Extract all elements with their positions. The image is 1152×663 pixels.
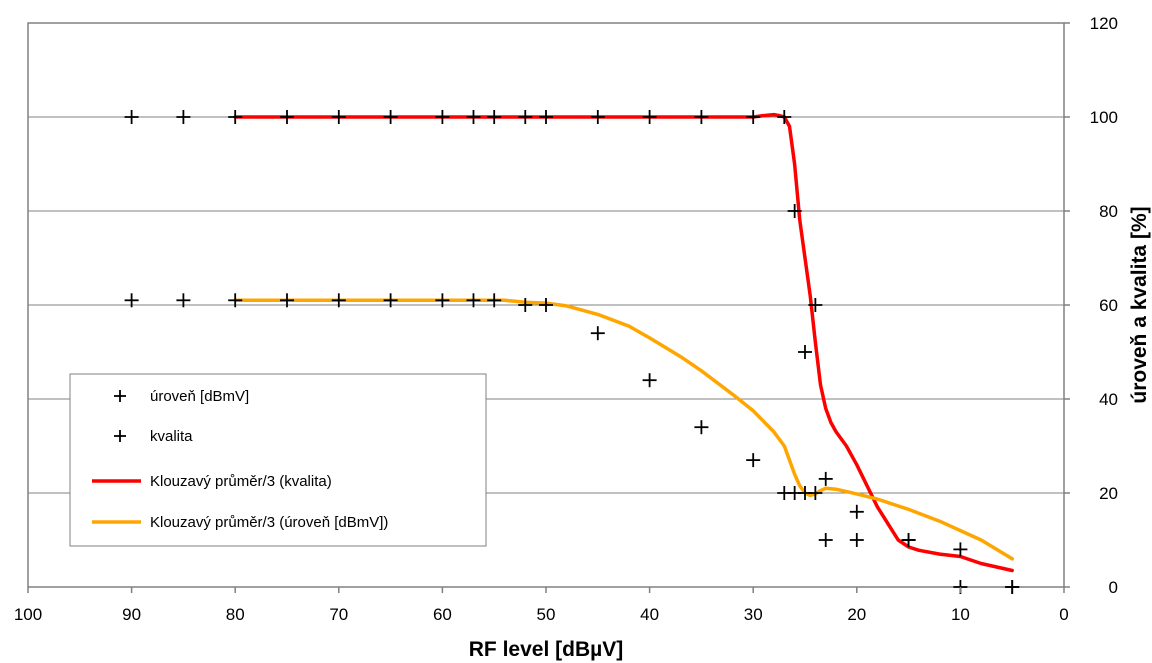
data-point xyxy=(746,453,761,468)
data-point xyxy=(435,293,450,308)
x-tick-label: 70 xyxy=(329,605,348,624)
x-tick-label: 100 xyxy=(14,605,42,624)
data-point xyxy=(798,345,812,359)
legend-box xyxy=(69,373,487,547)
data-point xyxy=(642,373,657,388)
data-point xyxy=(228,293,243,308)
y-tick-label: 60 xyxy=(1099,296,1118,315)
data-point xyxy=(539,110,553,124)
y-tick-label: 0 xyxy=(1109,578,1118,597)
data-point xyxy=(746,110,761,124)
data-point xyxy=(383,110,398,124)
data-point xyxy=(787,204,802,218)
data-point xyxy=(331,293,346,308)
x-axis-title: RF level [dBµV] xyxy=(469,638,623,661)
data-point xyxy=(590,326,605,341)
data-point xyxy=(518,298,533,312)
data-point xyxy=(280,110,294,124)
legend-marker xyxy=(114,390,126,402)
x-tick-label: 30 xyxy=(744,605,763,624)
series-markers xyxy=(124,110,1020,594)
x-tick-label: 40 xyxy=(640,605,659,624)
data-point xyxy=(642,110,657,124)
data-point xyxy=(383,293,398,308)
data-point xyxy=(539,298,553,312)
x-axis-tick-labels: 100 90 80 70 60 50 40 30 20 10 0 xyxy=(14,587,1069,624)
x-tick-label: 20 xyxy=(847,605,866,624)
legend-label: Klouzavý průměr/3 (úroveň [dBmV]) xyxy=(150,514,388,531)
legend-label: úroveň [dBmV] xyxy=(150,388,249,405)
data-point xyxy=(808,486,823,500)
y-tick-label: 120 xyxy=(1090,14,1118,33)
data-point xyxy=(694,110,709,124)
legend-label: kvalita xyxy=(150,428,193,445)
data-point xyxy=(590,110,605,124)
data-point xyxy=(487,293,502,308)
data-point xyxy=(953,542,968,557)
y-tick-label: 80 xyxy=(1099,202,1118,221)
data-point xyxy=(808,298,823,312)
data-point xyxy=(466,110,481,124)
y-tick-label: 20 xyxy=(1099,484,1118,503)
data-point xyxy=(694,420,709,435)
data-point xyxy=(518,110,533,124)
data-point xyxy=(1005,580,1020,594)
x-tick-label: 0 xyxy=(1059,605,1068,624)
data-point xyxy=(901,533,916,547)
data-point xyxy=(466,293,481,308)
y-tick-label: 100 xyxy=(1090,108,1118,127)
y-tick-label: 40 xyxy=(1099,390,1118,409)
data-point xyxy=(124,110,139,124)
x-tick-label: 90 xyxy=(122,605,141,624)
y-axis-title: úroveň a kvalita [%] xyxy=(1128,206,1151,403)
data-point xyxy=(176,293,191,308)
data-point xyxy=(849,504,864,519)
legend: úroveň [dBmV] kvalita Klouzavý průměr/3 (k… xyxy=(69,373,487,547)
data-point xyxy=(849,533,864,547)
legend-marker xyxy=(114,430,126,442)
data-point xyxy=(176,110,191,124)
x-tick-label: 10 xyxy=(951,605,970,624)
data-point xyxy=(435,110,450,124)
data-point xyxy=(280,293,294,308)
x-tick-label: 50 xyxy=(537,605,556,624)
data-point xyxy=(818,533,833,547)
legend-label: Klouzavý průměr/3 (kvalita) xyxy=(150,473,332,490)
x-tick-label: 60 xyxy=(433,605,452,624)
data-point xyxy=(331,110,346,124)
x-tick-label: 80 xyxy=(226,605,245,624)
data-point xyxy=(124,293,139,308)
y-axis-tick-labels: 0 20 40 60 80 100 120 xyxy=(1064,14,1118,597)
data-point xyxy=(228,110,243,124)
data-point xyxy=(818,471,833,486)
data-point xyxy=(487,110,502,124)
data-point xyxy=(777,110,792,124)
